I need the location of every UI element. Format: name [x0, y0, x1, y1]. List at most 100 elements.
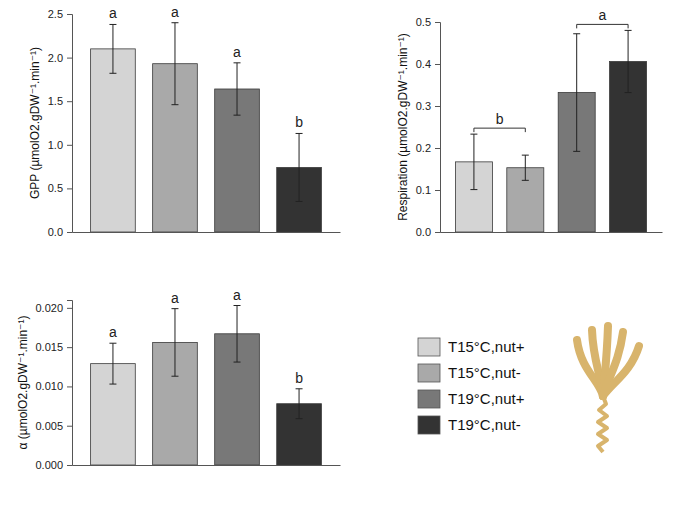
error-bar-line: [171, 308, 178, 309]
y-tick-mark: [67, 58, 72, 59]
significance-bracket: [577, 24, 628, 28]
error-bar-line: [237, 306, 238, 363]
error-bar: [625, 30, 632, 92]
significance-letter: a: [109, 324, 117, 340]
y-tick-mark: [67, 14, 72, 15]
error-bar-line: [174, 309, 175, 377]
y-tick-mark: [67, 465, 72, 466]
error-bar-line: [109, 343, 116, 344]
error-bar-line: [299, 389, 300, 419]
error-bar: [296, 133, 303, 201]
error-bar-line: [299, 133, 300, 201]
error-bar-line: [470, 134, 477, 135]
y-tick-label: 0.005: [35, 420, 63, 432]
y-axis-line: [67, 15, 73, 233]
y-tick: 1.0: [48, 139, 72, 151]
y-tick-label: 0.010: [35, 380, 63, 392]
y-tick: 0.005: [35, 420, 72, 432]
error-bar-line: [174, 23, 175, 105]
y-tick-label: 0.020: [35, 302, 63, 314]
significance-letter: a: [233, 44, 241, 60]
y-tick-mark: [67, 101, 72, 102]
y-axis-line: [435, 23, 441, 233]
y-tick: 0.2: [416, 142, 440, 154]
significance-letter: a: [233, 287, 241, 303]
legend-swatch: [418, 338, 440, 356]
y-tick: 0.0: [48, 226, 72, 238]
error-bar-line: [234, 62, 241, 63]
y-tick-label: 0.0: [48, 226, 63, 238]
y-tick-mark: [67, 145, 72, 146]
error-bar: [234, 306, 241, 363]
significance-bracket: [474, 128, 525, 132]
error-bar-line: [470, 189, 477, 190]
y-tick: 0.010: [35, 380, 72, 392]
y-tick-label: 0.5: [416, 16, 431, 28]
y-axis-title: GPP (µmolO2.gDW⁻¹.min⁻¹): [28, 47, 42, 199]
y-tick-mark: [67, 188, 72, 189]
error-bar-line: [525, 155, 526, 180]
legend-item: T15°C,nut-: [418, 364, 521, 382]
y-axis: 0.00.51.01.52.02.5: [48, 8, 73, 238]
error-bar: [109, 343, 116, 384]
y-tick-mark: [67, 426, 72, 427]
significance-letter: b: [295, 370, 303, 386]
significance-letter: a: [171, 290, 179, 306]
error-bar-line: [296, 133, 303, 134]
error-bar-line: [628, 30, 629, 92]
legend-label: T19°C,nut+: [448, 390, 525, 407]
legend-swatch: [418, 416, 440, 434]
plot-marks: [455, 30, 646, 232]
y-axis: 0.00.10.20.30.40.5: [416, 16, 441, 238]
error-bar: [573, 34, 580, 152]
error-bar-line: [234, 115, 241, 116]
error-bar: [296, 389, 303, 419]
seaweed-stipe: [598, 396, 607, 452]
seaweed-icon: [577, 326, 639, 452]
error-bar: [109, 24, 116, 73]
legend-label: T15°C,nut+: [448, 338, 525, 355]
panel: 0.00.51.01.52.02.5GPP (µmolO2.gDW⁻¹.min⁻…: [28, 4, 340, 238]
panel: 0.00.10.20.30.40.5Respiration (µmolO2.gD…: [396, 7, 662, 238]
error-bar-line: [296, 201, 303, 202]
error-bar-line: [296, 418, 303, 419]
error-bar: [171, 309, 178, 377]
y-tick: 0.5: [48, 182, 72, 194]
error-bar-line: [625, 30, 632, 31]
y-tick-label: 2.5: [48, 8, 63, 20]
error-bar: [171, 23, 178, 105]
legend-label: T19°C,nut-: [448, 416, 521, 433]
error-bar-line: [234, 362, 241, 363]
y-tick-mark: [435, 106, 440, 107]
y-tick-mark: [435, 148, 440, 149]
y-tick-mark: [67, 386, 72, 387]
error-bar-line: [112, 24, 113, 73]
error-bar-line: [625, 92, 632, 93]
error-bar-line: [522, 180, 529, 181]
significance-letter: b: [295, 114, 303, 130]
plot-marks: [91, 23, 322, 232]
error-bar: [470, 134, 477, 189]
y-tick: 0.015: [35, 341, 72, 353]
seaweed-frond: [603, 346, 639, 396]
error-bar-line: [573, 151, 580, 152]
error-bar-line: [112, 343, 113, 384]
y-tick: 1.5: [48, 95, 72, 107]
y-tick-mark: [67, 347, 72, 348]
y-tick-label: 0.4: [416, 58, 431, 70]
error-bar-line: [109, 73, 116, 74]
legend-item: T19°C,nut+: [418, 390, 525, 408]
y-tick: 0.4: [416, 58, 440, 70]
y-tick: 0.1: [416, 184, 440, 196]
y-tick-mark: [67, 308, 72, 309]
legend: T15°C,nut+ T15°C,nut- T19°C,nut+ T19°C,nut-: [418, 338, 525, 434]
plot-marks: [91, 306, 322, 466]
x-axis-line: [441, 232, 663, 233]
y-tick: 0.000: [35, 459, 72, 471]
y-tick: 0.5: [416, 16, 440, 28]
error-bar: [234, 63, 241, 115]
y-tick: 2.5: [48, 8, 72, 20]
y-tick-label: 0.0: [416, 226, 431, 238]
legend-item: T19°C,nut-: [418, 416, 521, 434]
error-bar-line: [109, 384, 116, 385]
